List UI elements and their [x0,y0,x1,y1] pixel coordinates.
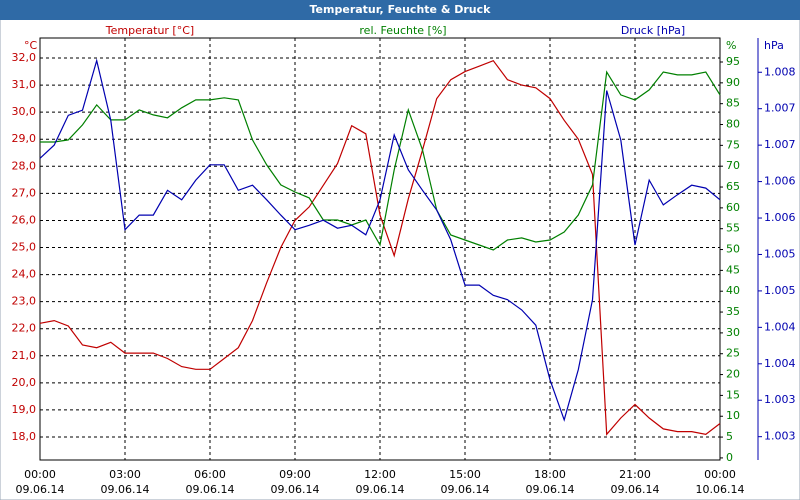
y2-tick-label: 5 [726,430,733,443]
y3-tick-label: 1.005 [764,247,796,260]
y2-tick-label: 45 [726,263,740,276]
chart-title: Temperatur, Feuchte & Druck [310,3,492,16]
y-tick-label: 26,0 [12,213,37,226]
y-tick-label: 29,0 [12,132,37,145]
y2-tick-label: 60 [726,201,740,214]
series-line [40,70,721,251]
series-line [39,59,721,436]
y2-tick-label: 35 [726,305,740,318]
y-tick-label: 20,0 [12,376,37,389]
title-bar [0,0,800,20]
y-tick-label: 31,0 [12,78,37,91]
y2-tick-label: 50 [726,243,740,256]
y-unit: °C [24,39,38,52]
y-tick-label: 25,0 [12,241,37,254]
y-tick-label: 24,0 [12,268,37,281]
y-tick-label: 32,0 [12,51,37,64]
x-tick-label: 18:00 [534,468,566,481]
x-tick-label: 00:00 [704,468,736,481]
y3-tick-label: 1.003 [764,393,796,406]
y3-tick-label: 1.006 [764,211,796,224]
y2-tick-label: 25 [726,347,740,360]
series-name: rel. Feuchte [%] [359,24,446,37]
y3-tick-label: 1.005 [764,284,796,297]
x-tick-label: 09:00 [279,468,311,481]
x-tick-date: 09.06.14 [101,483,150,496]
x-tick-date: 09.06.14 [441,483,490,496]
x-tick-date: 09.06.14 [356,483,405,496]
y-tick-label: 22,0 [12,322,37,335]
x-tick-date: 09.06.14 [611,483,660,496]
x-tick-date: 10.06.14 [696,483,745,496]
series-name: Temperatur [°C] [105,24,194,37]
y3-tick-label: 1.006 [764,175,796,188]
x-tick-label: 00:00 [24,468,56,481]
x-tick-date: 09.06.14 [526,483,575,496]
y2-tick-label: 75 [726,138,740,151]
y-tick-label: 21,0 [12,349,37,362]
y3-tick-label: 1.003 [764,430,796,443]
y2-tick-label: 85 [726,97,740,110]
y2-tick-label: 55 [726,222,740,235]
x-tick-label: 06:00 [194,468,226,481]
y3-unit: hPa [764,39,784,52]
y3-tick-label: 1.007 [764,138,796,151]
x-tick-label: 15:00 [449,468,481,481]
y-tick-label: 18,0 [12,430,37,443]
x-tick-date: 09.06.14 [16,483,65,496]
y-tick-label: 23,0 [12,295,37,308]
x-tick-date: 09.06.14 [271,483,320,496]
y3-tick-label: 1.007 [764,102,796,115]
y2-tick-label: 65 [726,180,740,193]
x-tick-label: 12:00 [364,468,396,481]
y2-tick-label: 20 [726,368,740,381]
series-name: Druck [hPa] [621,24,685,37]
y2-tick-label: 15 [726,388,740,401]
y-tick-label: 27,0 [12,186,37,199]
y2-tick-label: 0 [726,451,733,464]
y2-tick-label: 95 [726,55,740,68]
y2-unit: % [726,39,736,52]
y3-tick-label: 1.004 [764,320,796,333]
y-tick-label: 30,0 [12,105,37,118]
y2-tick-label: 90 [726,76,740,89]
x-tick-label: 21:00 [619,468,651,481]
y2-tick-label: 30 [726,326,740,339]
y2-tick-label: 10 [726,409,740,422]
y2-tick-label: 40 [726,284,740,297]
x-tick-date: 09.06.14 [186,483,235,496]
x-tick-label: 03:00 [109,468,141,481]
y-tick-label: 28,0 [12,159,37,172]
y2-tick-label: 70 [726,159,740,172]
y2-tick-label: 80 [726,118,740,131]
y3-tick-label: 1.008 [764,65,796,78]
y3-tick-label: 1.004 [764,357,796,370]
y-tick-label: 19,0 [12,403,37,416]
series-line [39,58,721,422]
